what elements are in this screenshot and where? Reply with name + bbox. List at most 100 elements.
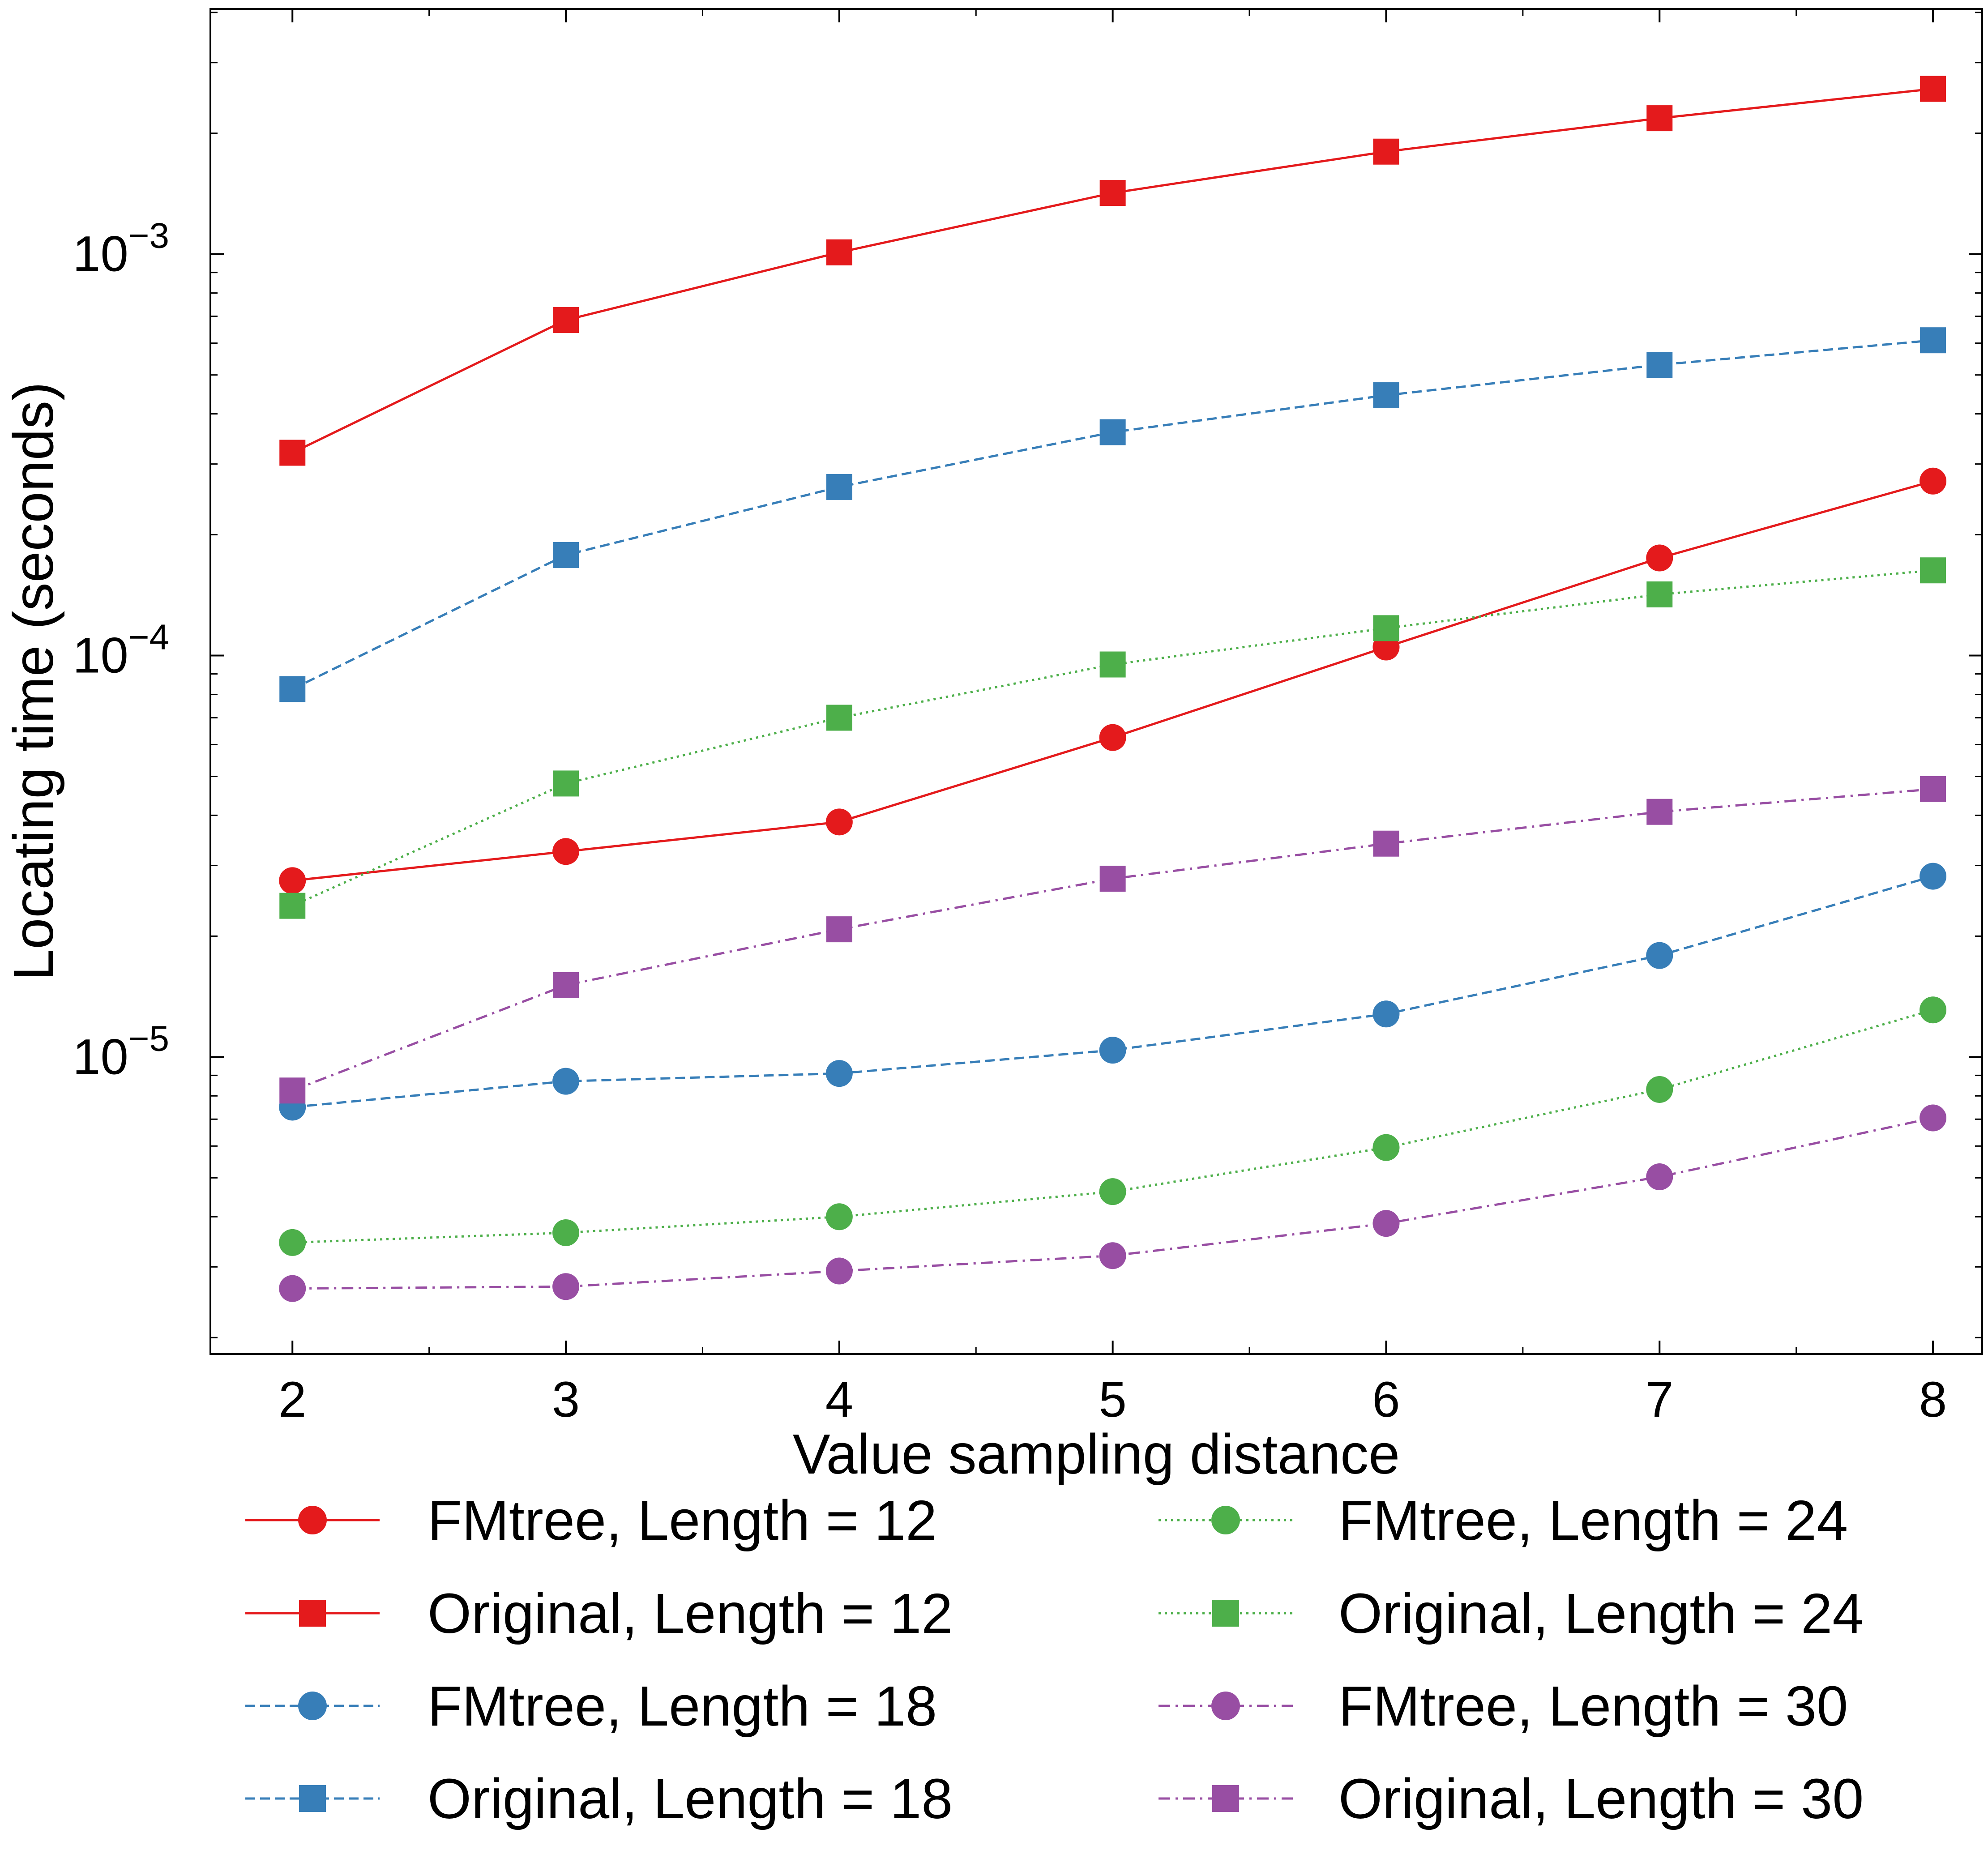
data-point bbox=[279, 893, 306, 919]
legend-label: Original, Length = 24 bbox=[1338, 1582, 1864, 1645]
legend-item: Original, Length = 12 bbox=[245, 1582, 953, 1645]
series-1 bbox=[279, 467, 1947, 894]
x-tick-label: 8 bbox=[1919, 1371, 1947, 1427]
y-tick-label: 10−4 bbox=[73, 617, 169, 684]
y-tick-label: 10−3 bbox=[73, 216, 169, 282]
legend-label: Original, Length = 12 bbox=[428, 1582, 953, 1645]
data-point bbox=[1646, 351, 1673, 378]
data-point bbox=[1099, 1242, 1126, 1269]
data-point bbox=[1646, 581, 1673, 607]
legend: FMtree, Length = 12 Original, Length = 12… bbox=[245, 1489, 1864, 1830]
data-point bbox=[1646, 1076, 1673, 1103]
data-point bbox=[1646, 105, 1673, 132]
data-point bbox=[1099, 651, 1126, 678]
series-line bbox=[292, 88, 1933, 454]
data-point bbox=[825, 1257, 853, 1285]
legend-label: Original, Length = 18 bbox=[428, 1767, 953, 1830]
data-point bbox=[1920, 996, 1947, 1024]
data-point bbox=[1099, 1037, 1126, 1064]
legend-item: FMtree, Length = 30 bbox=[1159, 1675, 1848, 1738]
data-point bbox=[1646, 544, 1673, 572]
legend-item: Original, Length = 30 bbox=[1159, 1767, 1864, 1830]
data-point bbox=[1920, 863, 1947, 890]
data-point bbox=[825, 1060, 853, 1087]
y-axis-title: Locating time (seconds) bbox=[2, 382, 65, 981]
data-point bbox=[1920, 467, 1947, 495]
legend-marker bbox=[1212, 1785, 1239, 1812]
data-point bbox=[279, 1077, 306, 1104]
data-point bbox=[826, 474, 852, 500]
data-point bbox=[1372, 1000, 1400, 1028]
legend-label: FMtree, Length = 18 bbox=[428, 1675, 937, 1738]
legend-item: FMtree, Length = 24 bbox=[1159, 1489, 1848, 1552]
data-point bbox=[826, 916, 852, 943]
legend-item: FMtree, Length = 12 bbox=[245, 1489, 937, 1552]
series-line bbox=[292, 875, 1933, 1108]
data-point bbox=[1920, 776, 1946, 802]
legend-item: FMtree, Length = 18 bbox=[245, 1675, 937, 1738]
data-point bbox=[553, 972, 579, 998]
series-layer bbox=[279, 76, 1947, 1302]
series-2 bbox=[279, 76, 1946, 466]
data-point bbox=[1099, 1178, 1126, 1205]
data-point bbox=[1646, 1163, 1673, 1191]
series-4 bbox=[279, 327, 1946, 702]
legend-marker bbox=[299, 1785, 326, 1812]
plot-frame bbox=[209, 8, 1983, 1355]
data-point bbox=[1373, 382, 1399, 409]
data-point bbox=[1372, 1210, 1400, 1237]
data-point bbox=[1646, 799, 1673, 825]
legend-item: Original, Length = 18 bbox=[245, 1767, 953, 1830]
data-point bbox=[553, 307, 579, 333]
data-point bbox=[1373, 138, 1399, 165]
legend-label: FMtree, Length = 30 bbox=[1338, 1675, 1848, 1738]
legend-label: FMtree, Length = 24 bbox=[1338, 1489, 1848, 1552]
data-point bbox=[553, 542, 579, 568]
data-point bbox=[553, 770, 579, 797]
data-point bbox=[1372, 1134, 1400, 1161]
legend-marker bbox=[298, 1506, 327, 1534]
data-point bbox=[1099, 866, 1126, 892]
data-point bbox=[1373, 615, 1399, 641]
data-point bbox=[1920, 327, 1946, 354]
legend-marker bbox=[1211, 1692, 1240, 1720]
data-point bbox=[826, 239, 852, 265]
x-tick-label: 4 bbox=[825, 1371, 853, 1427]
data-point bbox=[1646, 942, 1673, 969]
data-point bbox=[552, 1068, 580, 1095]
series-3 bbox=[279, 863, 1947, 1121]
x-tick-label: 7 bbox=[1646, 1371, 1673, 1427]
data-point bbox=[1920, 557, 1946, 584]
data-point bbox=[1373, 830, 1399, 857]
data-point bbox=[1920, 76, 1946, 102]
x-tick-label: 5 bbox=[1099, 1371, 1126, 1427]
legend-item: Original, Length = 24 bbox=[1159, 1582, 1864, 1645]
legend-marker bbox=[299, 1600, 326, 1627]
data-point bbox=[1920, 1104, 1947, 1132]
data-point bbox=[552, 1219, 580, 1246]
data-point bbox=[279, 440, 306, 466]
data-point bbox=[1099, 724, 1126, 751]
x-tick-label: 6 bbox=[1372, 1371, 1400, 1427]
x-axis-title: Value sampling distance bbox=[793, 1423, 1400, 1486]
data-point bbox=[279, 676, 306, 702]
legend-marker bbox=[298, 1692, 327, 1720]
data-point bbox=[279, 867, 306, 894]
data-point bbox=[552, 838, 580, 865]
data-point bbox=[1099, 180, 1126, 206]
series-line bbox=[292, 480, 1933, 882]
data-point bbox=[825, 1203, 853, 1230]
legend-marker bbox=[1212, 1600, 1239, 1627]
series-5 bbox=[279, 996, 1947, 1256]
data-point bbox=[1099, 419, 1126, 445]
y-tick-label: 10−5 bbox=[73, 1018, 169, 1085]
series-8 bbox=[279, 776, 1946, 1104]
series-line bbox=[292, 339, 1933, 690]
axes-layer: 2 3 4 5 6 7 8 10−5 10−4 10−3 bbox=[73, 9, 1982, 1427]
data-point bbox=[825, 808, 853, 836]
series-6 bbox=[279, 557, 1946, 919]
legend-label: Original, Length = 30 bbox=[1338, 1767, 1864, 1830]
x-tick-label: 3 bbox=[552, 1371, 580, 1427]
series-7 bbox=[279, 1104, 1947, 1302]
